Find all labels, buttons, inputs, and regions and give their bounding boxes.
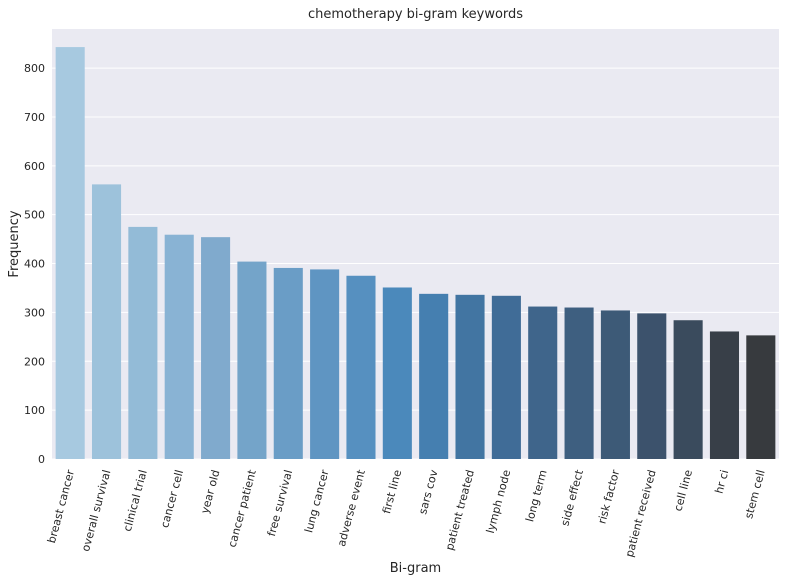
bar bbox=[55, 47, 85, 460]
x-tick-label: cancer patient bbox=[226, 468, 259, 549]
bar bbox=[128, 226, 158, 459]
x-tick-label: risk factor bbox=[595, 468, 622, 525]
bar bbox=[91, 184, 122, 460]
x-tick-label: stem cell bbox=[742, 468, 767, 520]
y-tick-label: 800 bbox=[24, 62, 45, 75]
y-tick-label: 600 bbox=[24, 160, 45, 173]
x-tick-label: lung cancer bbox=[302, 468, 331, 534]
y-tick-label: 200 bbox=[24, 355, 45, 368]
x-tick-label: overall survival bbox=[79, 468, 113, 552]
bar bbox=[237, 261, 267, 459]
y-tick-label: 400 bbox=[24, 258, 45, 271]
y-tick-label: 500 bbox=[24, 209, 45, 222]
x-tick-label: hr ci bbox=[713, 468, 732, 495]
bar bbox=[709, 331, 740, 459]
y-tick-labels: 0 100 200 300 400 500 600 700 800 bbox=[24, 62, 45, 466]
bar bbox=[491, 295, 521, 459]
x-tick-label: cell line bbox=[672, 468, 696, 512]
bar bbox=[201, 237, 231, 459]
y-tick-label: 300 bbox=[24, 306, 45, 319]
bar bbox=[382, 287, 412, 459]
bar bbox=[346, 275, 376, 459]
bar bbox=[746, 335, 776, 459]
bar bbox=[637, 313, 667, 459]
x-axis-label: Bi-gram bbox=[390, 561, 441, 576]
bar bbox=[564, 307, 594, 459]
bar bbox=[419, 293, 449, 459]
x-tick-label: clinical trial bbox=[121, 468, 150, 532]
x-tick-label: cancer cell bbox=[158, 468, 186, 529]
y-tick-label: 0 bbox=[38, 453, 45, 466]
y-tick-label: 100 bbox=[24, 404, 45, 417]
y-axis-label: Frequency bbox=[7, 210, 22, 277]
x-tick-label: first line bbox=[380, 468, 404, 515]
bar bbox=[455, 294, 485, 459]
bar bbox=[273, 267, 303, 459]
x-tick-label: lymph node bbox=[484, 468, 513, 535]
bar bbox=[673, 320, 703, 459]
x-tick-label: patient treated bbox=[443, 468, 477, 551]
y-tick-label: 700 bbox=[24, 111, 45, 124]
x-tick-label: long term bbox=[523, 468, 549, 523]
bar bbox=[600, 310, 630, 459]
bar bbox=[310, 269, 340, 459]
bar bbox=[164, 234, 194, 459]
x-tick-label: sars cov bbox=[416, 468, 440, 516]
x-tick-label: breast cancer bbox=[45, 468, 77, 545]
x-tick-label: side effect bbox=[559, 468, 587, 528]
x-tick-label: adverse event bbox=[335, 468, 368, 548]
x-tick-label: patient received bbox=[623, 468, 659, 558]
x-tick-label: year old bbox=[198, 468, 222, 515]
plot-background bbox=[52, 29, 779, 459]
bar bbox=[528, 306, 558, 459]
x-tick-labels: breast cancer overall survival clinical tr… bbox=[45, 468, 768, 559]
bars bbox=[55, 47, 776, 460]
x-tick-label: free survival bbox=[265, 468, 295, 537]
chart-title: chemotherapy bi-gram keywords bbox=[308, 7, 523, 22]
